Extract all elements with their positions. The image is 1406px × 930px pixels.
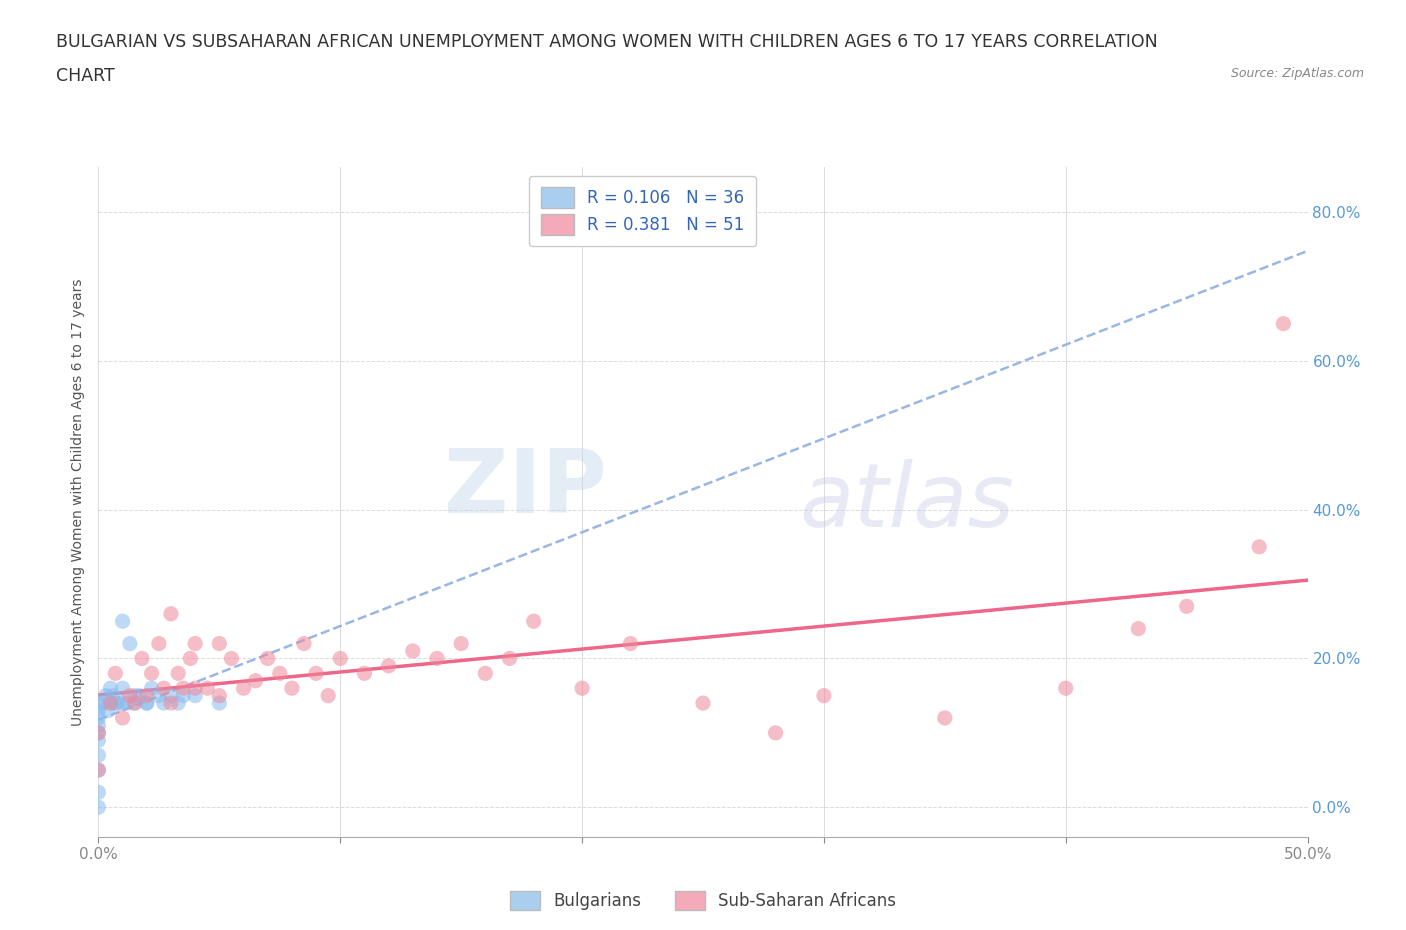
Point bbox=[100, 696, 122, 711]
Point bbox=[101, 688, 124, 703]
Point bbox=[87, 703, 110, 718]
Point bbox=[474, 666, 496, 681]
Point bbox=[523, 614, 546, 629]
Point bbox=[498, 651, 520, 666]
Point bbox=[167, 666, 190, 681]
Point bbox=[111, 711, 134, 725]
Point bbox=[91, 696, 114, 711]
Point bbox=[692, 696, 714, 711]
Point bbox=[1175, 599, 1198, 614]
Point bbox=[292, 636, 315, 651]
Point bbox=[87, 733, 110, 748]
Point bbox=[316, 688, 339, 703]
Point bbox=[305, 666, 328, 681]
Point bbox=[619, 636, 641, 651]
Point bbox=[208, 696, 231, 711]
Point bbox=[281, 681, 304, 696]
Point bbox=[208, 688, 231, 703]
Point bbox=[87, 763, 110, 777]
Point bbox=[87, 800, 110, 815]
Text: ZIP: ZIP bbox=[443, 445, 606, 532]
Point bbox=[94, 688, 117, 703]
Point bbox=[107, 696, 129, 711]
Point bbox=[131, 651, 153, 666]
Point bbox=[195, 681, 218, 696]
Point bbox=[118, 636, 141, 651]
Point bbox=[160, 688, 183, 703]
Point bbox=[353, 666, 375, 681]
Point bbox=[377, 658, 399, 673]
Point bbox=[104, 666, 127, 681]
Point bbox=[184, 636, 207, 651]
Legend: R = 0.106   N = 36, R = 0.381   N = 51: R = 0.106 N = 36, R = 0.381 N = 51 bbox=[529, 176, 756, 246]
Point bbox=[179, 651, 201, 666]
Point bbox=[184, 681, 207, 696]
Point bbox=[221, 651, 243, 666]
Point bbox=[184, 688, 207, 703]
Point bbox=[329, 651, 352, 666]
Point bbox=[172, 681, 194, 696]
Point bbox=[111, 696, 134, 711]
Point bbox=[100, 681, 122, 696]
Point bbox=[111, 614, 134, 629]
Point bbox=[87, 748, 110, 763]
Point bbox=[128, 688, 150, 703]
Text: CHART: CHART bbox=[56, 67, 115, 85]
Point bbox=[426, 651, 449, 666]
Text: atlas: atlas bbox=[800, 459, 1015, 545]
Text: BULGARIAN VS SUBSAHARAN AFRICAN UNEMPLOYMENT AMONG WOMEN WITH CHILDREN AGES 6 TO: BULGARIAN VS SUBSAHARAN AFRICAN UNEMPLOY… bbox=[56, 33, 1159, 50]
Point bbox=[97, 703, 120, 718]
Point bbox=[111, 681, 134, 696]
Point bbox=[124, 696, 146, 711]
Point bbox=[148, 688, 170, 703]
Point bbox=[104, 696, 127, 711]
Point bbox=[813, 688, 835, 703]
Point bbox=[100, 696, 122, 711]
Point bbox=[87, 711, 110, 725]
Point bbox=[208, 636, 231, 651]
Point bbox=[148, 636, 170, 651]
Point bbox=[256, 651, 278, 666]
Point bbox=[402, 644, 425, 658]
Point bbox=[135, 696, 157, 711]
Point bbox=[1128, 621, 1150, 636]
Point bbox=[87, 725, 110, 740]
Point bbox=[87, 725, 110, 740]
Point bbox=[571, 681, 593, 696]
Point bbox=[160, 606, 183, 621]
Point bbox=[87, 785, 110, 800]
Point bbox=[135, 696, 157, 711]
Point bbox=[172, 688, 194, 703]
Point bbox=[124, 696, 146, 711]
Point bbox=[1054, 681, 1077, 696]
Point bbox=[117, 696, 139, 711]
Point bbox=[167, 696, 190, 711]
Point bbox=[118, 688, 141, 703]
Point bbox=[87, 718, 110, 733]
Point bbox=[152, 681, 174, 696]
Point bbox=[87, 763, 110, 777]
Point bbox=[141, 666, 163, 681]
Point bbox=[450, 636, 472, 651]
Point bbox=[152, 696, 174, 711]
Y-axis label: Unemployment Among Women with Children Ages 6 to 17 years: Unemployment Among Women with Children A… bbox=[72, 278, 86, 726]
Text: Source: ZipAtlas.com: Source: ZipAtlas.com bbox=[1230, 67, 1364, 80]
Point bbox=[765, 725, 787, 740]
Point bbox=[124, 688, 146, 703]
Point bbox=[245, 673, 267, 688]
Point bbox=[232, 681, 254, 696]
Point bbox=[160, 696, 183, 711]
Point bbox=[135, 688, 157, 703]
Legend: Bulgarians, Sub-Saharan Africans: Bulgarians, Sub-Saharan Africans bbox=[503, 884, 903, 917]
Point bbox=[1249, 539, 1271, 554]
Point bbox=[87, 696, 110, 711]
Point bbox=[141, 681, 163, 696]
Point bbox=[1272, 316, 1295, 331]
Point bbox=[934, 711, 956, 725]
Point bbox=[269, 666, 291, 681]
